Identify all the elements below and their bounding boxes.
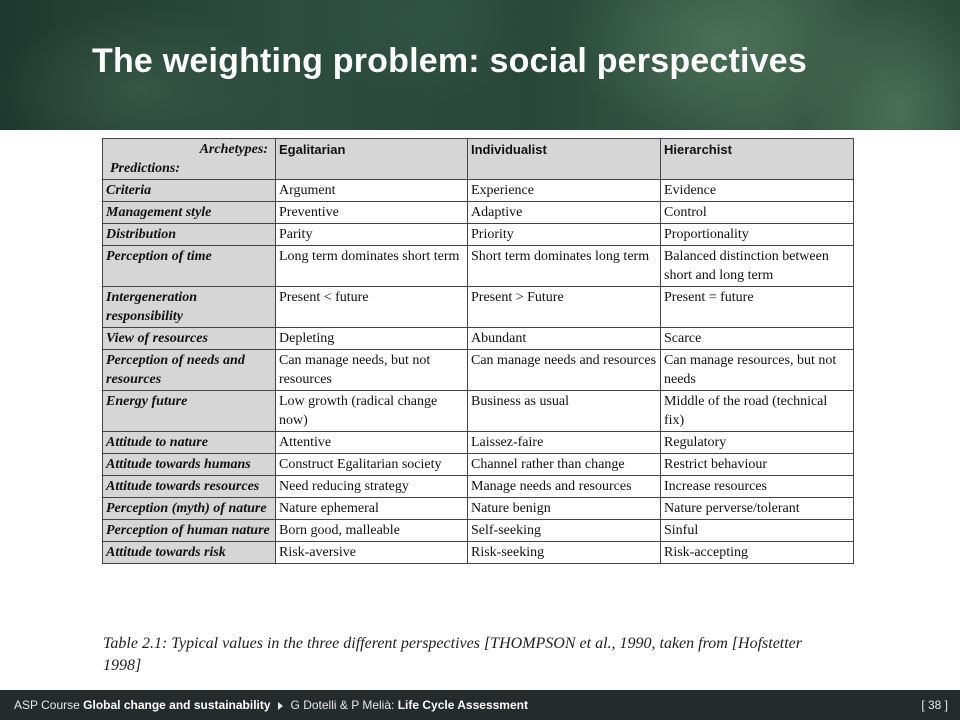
footer-course-prefix: ASP Course [14,698,84,712]
table-row: View of resources Depleting Abundant Scarce [102,327,854,350]
row-header: Distribution [102,223,276,246]
row-header: Perception of time [102,245,276,287]
cell-egalitarian: Long term dominates short term [275,245,468,287]
cell-egalitarian: Risk-aversive [275,541,468,564]
cell-individualist: Can manage needs and resources [467,349,661,391]
row-header: Attitude towards resources [102,475,276,498]
cell-individualist: Risk-seeking [467,541,661,564]
cell-individualist: Short term dominates long term [467,245,661,287]
triangle-right-icon [277,701,283,710]
page-number: [ 38 ] [921,698,948,712]
cell-hierarchist: Evidence [660,179,854,202]
archetypes-label: Archetypes: [199,142,268,157]
cell-individualist: Present > Future [467,286,661,328]
cell-hierarchist: Nature perverse/tolerant [660,497,854,520]
row-header: View of resources [102,327,276,350]
table-row: Attitude to nature Attentive Laissez-faire… [102,431,854,454]
table-header-row: Archetypes: Predictions: Egalitarian Ind… [102,138,854,180]
cell-hierarchist: Regulatory [660,431,854,454]
predictions-label: Predictions: [110,161,180,176]
row-header: Perception of needs and resources [102,349,276,391]
cell-egalitarian: Need reducing strategy [275,475,468,498]
cell-hierarchist: Sinful [660,519,854,542]
cell-hierarchist: Can manage resources, but not needs [660,349,854,391]
row-header: Management style [102,201,276,224]
cell-egalitarian: Parity [275,223,468,246]
column-header-individualist: Individualist [467,138,661,180]
row-header: Attitude towards humans [102,453,276,476]
row-header: Criteria [102,179,276,202]
cell-hierarchist: Restrict behaviour [660,453,854,476]
cell-egalitarian: Argument [275,179,468,202]
table-row: Perception of human nature Born good, mal… [102,519,854,542]
cell-hierarchist: Balanced distinction between short and l… [660,245,854,287]
cell-egalitarian: Nature ephemeral [275,497,468,520]
cell-hierarchist: Control [660,201,854,224]
table-caption: Table 2.1: Typical values in the three d… [103,633,843,677]
cell-individualist: Channel rather than change [467,453,661,476]
footer-bar: ASP Course Global change and sustainabil… [0,690,960,720]
slide-title: The weighting problem: social perspectiv… [92,42,808,80]
cell-hierarchist: Present = future [660,286,854,328]
footer-authors: G Dotelli & P Melià: [290,698,398,712]
header-banner: The weighting problem: social perspectiv… [0,0,960,130]
cell-hierarchist: Increase resources [660,475,854,498]
row-header: Attitude towards risk [102,541,276,564]
footer-course-name: Global change and sustainability [83,698,271,712]
table-row: Perception of needs and resources Can man… [102,349,854,391]
table-row: Criteria Argument Experience Evidence [102,179,854,202]
row-header: Energy future [102,390,276,432]
cell-egalitarian: Depleting [275,327,468,350]
cell-individualist: Laissez-faire [467,431,661,454]
cell-egalitarian: Attentive [275,431,468,454]
table-row: Perception of time Long term dominates sh… [102,245,854,287]
footer-course-info: ASP Course Global change and sustainabil… [14,698,528,712]
cell-egalitarian: Construct Egalitarian society [275,453,468,476]
cell-egalitarian: Low growth (radical change now) [275,390,468,432]
caption-text-end: et al., 1990, taken from [Hofstetter 199… [103,635,803,674]
cell-individualist: Manage needs and resources [467,475,661,498]
column-header-egalitarian: Egalitarian [275,138,468,180]
table-row: Intergeneration responsibility Present < … [102,286,854,328]
cell-individualist: Nature benign [467,497,661,520]
table-row: Attitude towards resources Need reducing … [102,475,854,498]
row-header: Perception of human nature [102,519,276,542]
table-row: Perception (myth) of nature Nature epheme… [102,497,854,520]
table-corner-cell: Archetypes: Predictions: [102,138,276,180]
table-row: Attitude towards risk Risk-aversive Risk-s… [102,541,854,564]
cell-egalitarian: Preventive [275,201,468,224]
cell-individualist: Priority [467,223,661,246]
row-header: Intergeneration responsibility [102,286,276,328]
column-header-hierarchist: Hierarchist [660,138,854,180]
table-row: Distribution Parity Priority Proportionalit… [102,223,854,246]
caption-text-start: Table 2.1: Typical values in the three d… [103,635,500,652]
table-row: Energy future Low growth (radical change … [102,390,854,432]
cell-hierarchist: Proportionality [660,223,854,246]
cell-hierarchist: Risk-accepting [660,541,854,564]
row-header: Perception (myth) of nature [102,497,276,520]
row-header: Attitude to nature [102,431,276,454]
cell-individualist: Self-seeking [467,519,661,542]
cell-individualist: Abundant [467,327,661,350]
cell-individualist: Experience [467,179,661,202]
cell-hierarchist: Middle of the road (technical fix) [660,390,854,432]
table-body: Criteria Argument Experience Evidence Manage… [102,179,854,564]
cell-egalitarian: Can manage needs, but not resources [275,349,468,391]
cell-individualist: Adaptive [467,201,661,224]
cell-hierarchist: Scarce [660,327,854,350]
cell-egalitarian: Born good, malleable [275,519,468,542]
cell-individualist: Business as usual [467,390,661,432]
caption-author-smallcaps: HOMPSON [499,635,576,652]
perspectives-table: Archetypes: Predictions: Egalitarian Ind… [102,138,854,564]
cell-egalitarian: Present < future [275,286,468,328]
table-row: Management style Preventive Adaptive Contro… [102,201,854,224]
table-row: Attitude towards humans Construct Egalita… [102,453,854,476]
footer-lecture-title: Life Cycle Assessment [397,698,528,712]
